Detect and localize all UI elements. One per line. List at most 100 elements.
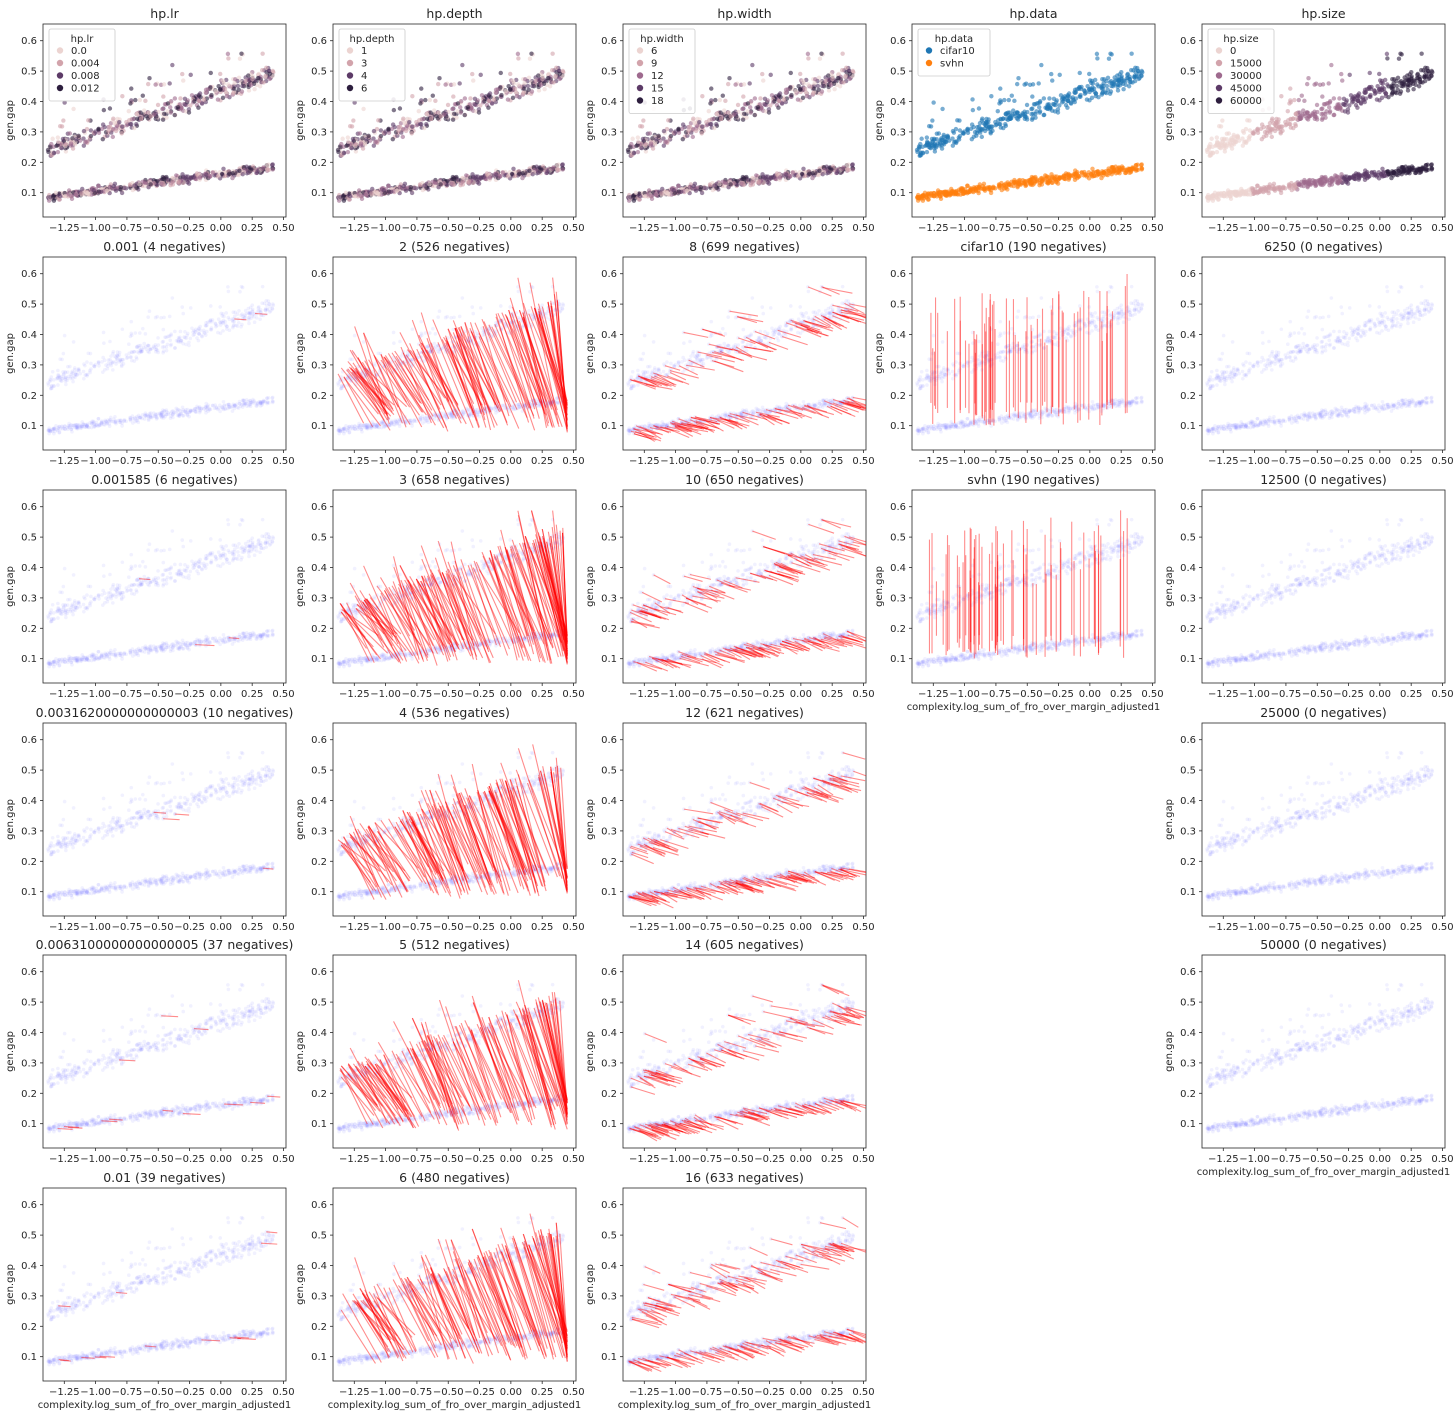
scatter-point xyxy=(396,128,401,133)
scatter-point xyxy=(340,194,346,199)
scatter-point xyxy=(478,175,483,180)
scatter-point xyxy=(455,101,461,106)
scatter-point xyxy=(1319,117,1325,122)
scatter-point xyxy=(718,116,724,122)
scatter-point xyxy=(979,134,985,140)
background-point xyxy=(132,359,137,363)
scatter-point xyxy=(246,170,251,175)
scatter-point xyxy=(215,174,220,179)
scatter-point xyxy=(648,141,654,146)
scatter-point xyxy=(240,171,245,177)
scatter-point xyxy=(1293,112,1299,117)
scatter-point xyxy=(1078,92,1083,98)
legend-title: hp.width xyxy=(640,34,683,45)
scatter-point xyxy=(1374,174,1379,179)
scatter-point xyxy=(460,179,466,184)
scatter-point xyxy=(987,184,993,190)
scatter-point xyxy=(1030,94,1035,99)
scatter-point xyxy=(1066,91,1072,96)
scatter-point xyxy=(100,122,106,127)
legend-entry: 18 xyxy=(651,96,664,107)
scatter-point xyxy=(748,182,753,188)
background-point xyxy=(239,284,244,289)
scatter-point xyxy=(1124,75,1130,81)
background-point xyxy=(49,375,54,379)
scatter-point xyxy=(1225,188,1231,193)
background-point xyxy=(128,355,133,359)
scatter-point xyxy=(1016,75,1021,81)
legend-entry: 4 xyxy=(361,71,367,82)
scatter-point xyxy=(560,68,565,74)
scatter-point xyxy=(361,106,366,112)
scatter-point xyxy=(527,168,532,173)
scatter-point xyxy=(1015,110,1021,115)
scatter-point xyxy=(516,82,521,87)
scatter-point xyxy=(639,145,644,151)
scatter-point xyxy=(998,86,1003,91)
scatter-point xyxy=(840,51,845,56)
scatter-point xyxy=(750,179,756,184)
scatter-point xyxy=(661,136,666,141)
scatter-point xyxy=(1033,115,1038,120)
scatter-point xyxy=(1305,110,1311,115)
scatter-point xyxy=(167,81,172,86)
legend-entry: 15 xyxy=(651,84,664,95)
scatter-point xyxy=(110,134,116,140)
y-tick-label: 0.1 xyxy=(21,188,37,199)
scatter-point xyxy=(1109,171,1114,177)
scatter-point xyxy=(811,86,817,91)
scatter-point xyxy=(174,173,179,178)
scatter-point xyxy=(1395,75,1401,81)
scatter-point xyxy=(742,111,747,117)
scatter-point xyxy=(781,97,787,102)
scatter-point xyxy=(1392,77,1397,82)
scatter-point xyxy=(660,186,665,192)
scatter-point xyxy=(1136,76,1142,82)
background-point xyxy=(64,382,68,387)
scatter-point xyxy=(63,142,69,147)
scatter-point xyxy=(1426,76,1432,82)
legend-entry: 45000 xyxy=(1230,84,1262,95)
x-tick-label: −1.25 xyxy=(918,223,949,234)
legend-entry: 0.0 xyxy=(71,46,87,57)
y-tick-label: 0.5 xyxy=(601,67,617,78)
scatter-point xyxy=(410,94,415,99)
scatter-point xyxy=(460,62,465,68)
scatter-point xyxy=(700,124,705,129)
scatter-point xyxy=(435,81,441,87)
scatter-point xyxy=(1429,162,1434,167)
scatter-point xyxy=(762,175,768,181)
scatter-point xyxy=(1095,56,1100,61)
scatter-point xyxy=(1109,83,1114,89)
scatter-point xyxy=(804,93,810,99)
scatter-point xyxy=(1093,93,1099,99)
background-point xyxy=(216,330,220,335)
scatter-point xyxy=(844,65,849,71)
y-tick-label: 0.3 xyxy=(21,127,37,138)
scatter-point xyxy=(1014,81,1020,87)
scatter-point xyxy=(403,128,409,134)
scatter-point xyxy=(59,145,64,151)
scatter-point xyxy=(727,75,732,81)
scatter-point xyxy=(526,75,532,81)
background-point xyxy=(218,305,223,309)
scatter-point xyxy=(172,96,178,101)
scatter-point xyxy=(1396,56,1402,61)
background-point xyxy=(232,319,236,324)
scatter-point xyxy=(784,172,789,177)
scatter-point xyxy=(1043,173,1048,178)
scatter-point xyxy=(267,71,273,77)
x-tick-label: 0.50 xyxy=(272,223,294,234)
scatter-point xyxy=(932,149,938,154)
scatter-point xyxy=(542,87,547,92)
scatter-point xyxy=(160,106,165,112)
scatter-point xyxy=(260,166,265,172)
scatter-point xyxy=(1067,94,1072,100)
background-point xyxy=(146,315,150,319)
scatter-point xyxy=(199,101,205,106)
scatter-point xyxy=(428,110,433,115)
scatter-point xyxy=(1065,98,1071,104)
scatter-point xyxy=(527,56,533,61)
scatter-point xyxy=(255,169,260,174)
y-tick-label: 0.2 xyxy=(311,158,327,169)
